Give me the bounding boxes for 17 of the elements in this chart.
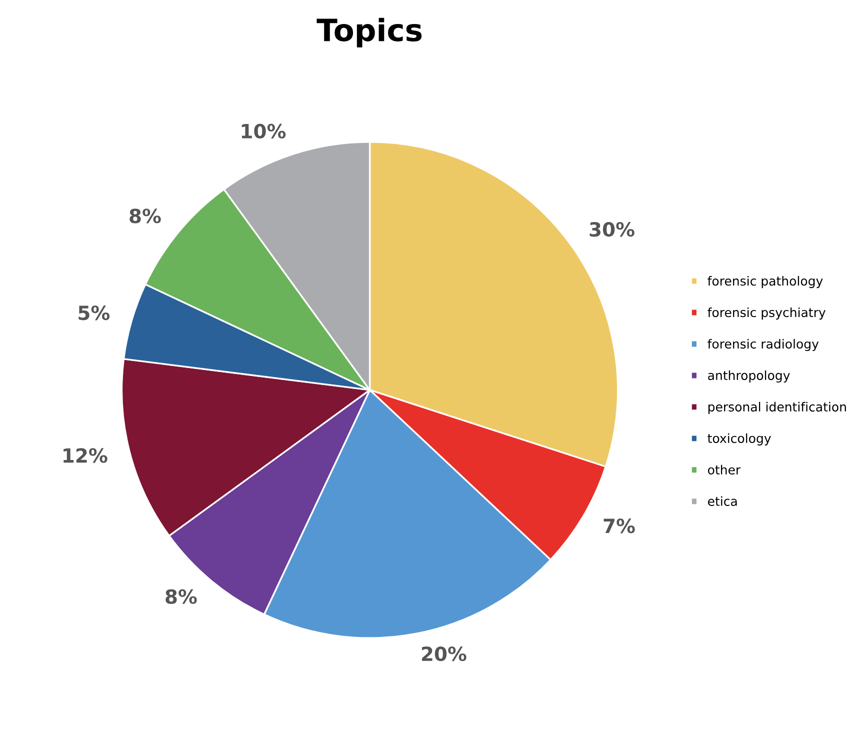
data-label: 7%: [604, 518, 635, 534]
legend-label: forensic pathology: [708, 276, 823, 288]
legend-label: other: [708, 464, 741, 475]
data-label: 5%: [78, 305, 110, 320]
legend-label: forensic psychiatry: [708, 307, 826, 320]
legend-label: toxicology: [708, 433, 771, 446]
legend-label: anthropology: [708, 370, 790, 383]
data-label: 8%: [130, 208, 161, 224]
data-label: 8%: [166, 589, 197, 604]
legend-label: etica: [708, 496, 737, 506]
legend-label: personal identification: [708, 402, 846, 414]
data-label: 10%: [242, 124, 286, 139]
legend-label: forensic radiology: [708, 338, 819, 352]
data-label: 12%: [64, 448, 108, 463]
chart-title: Topics: [316, 18, 422, 48]
data-label: 20%: [422, 646, 466, 662]
data-label: 30%: [590, 222, 634, 237]
